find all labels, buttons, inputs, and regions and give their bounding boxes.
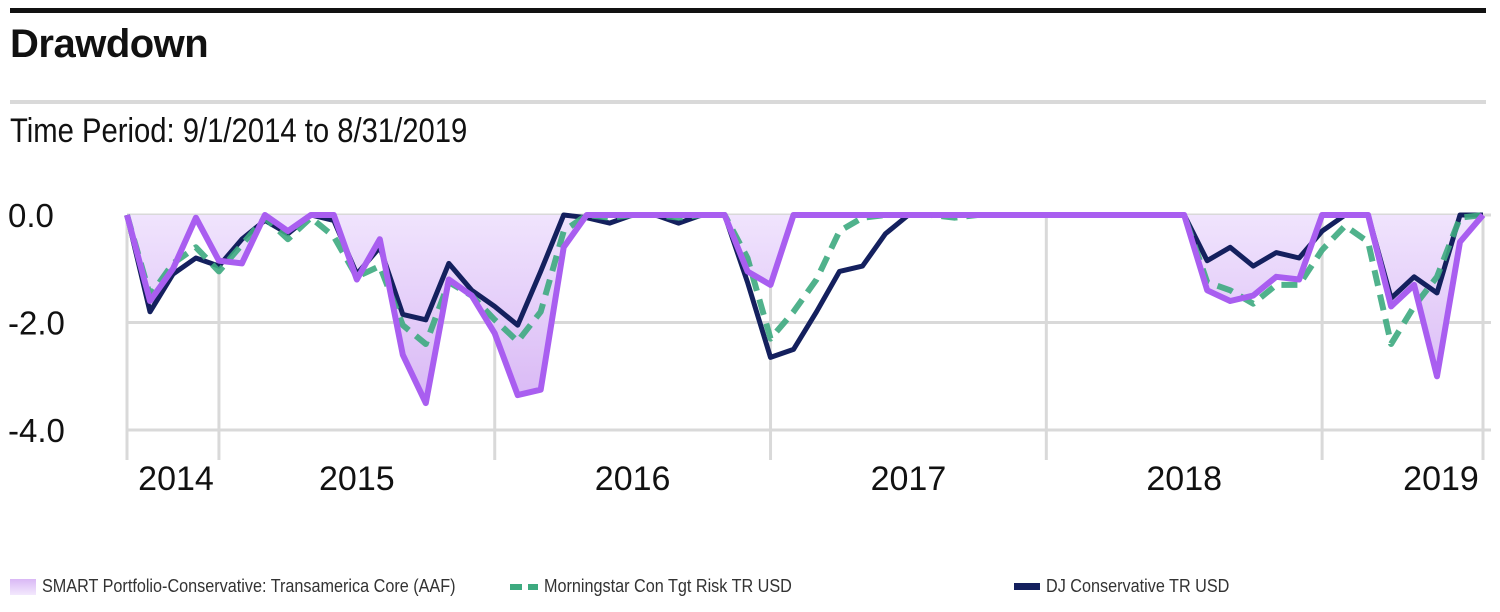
x-tick-label: 2014 [138, 460, 214, 498]
x-tick-label: 2015 [319, 460, 395, 498]
top-rule [10, 8, 1486, 13]
x-tick-label: 2019 [1403, 460, 1479, 498]
legend-swatch-dj [1014, 583, 1040, 590]
x-tick-label: 2018 [1146, 460, 1222, 498]
x-tick-label: 2016 [595, 460, 671, 498]
legend-label-dj: DJ Conservative TR USD [1046, 576, 1230, 596]
legend-label-fund: SMART Portfolio-Conservative: Transameri… [42, 576, 456, 596]
legend-swatch-fund [10, 578, 36, 595]
header-divider [10, 100, 1486, 104]
axis-layer: 0.0 -2.0 -4.0 2014 2015 2016 2017 2018 2019 [8, 197, 1479, 498]
fund-area [127, 215, 1483, 404]
page-title: Drawdown [10, 22, 209, 66]
series-layer [124, 212, 1486, 407]
drawdown-chart: 0.0 -2.0 -4.0 2014 2015 2016 2017 2018 2019 [8, 197, 1491, 498]
legend-swatch-benchmark [510, 583, 538, 590]
time-period-subtitle: Time Period: 9/1/2014 to 8/31/2019 [10, 112, 468, 150]
x-tick-label: 2017 [871, 460, 947, 498]
legend-label-benchmark: Morningstar Con Tgt Risk TR USD [544, 576, 792, 596]
y-tick-label: 0.0 [8, 197, 54, 234]
legend-item-fund: SMART Portfolio-Conservative: Transameri… [10, 576, 501, 597]
legend-item-benchmark: Morningstar Con Tgt Risk TR USD [510, 576, 819, 597]
y-tick-label: -2.0 [8, 305, 65, 342]
legend-item-dj: DJ Conservative TR USD [1014, 576, 1250, 597]
fund-line [124, 212, 1486, 407]
y-tick-label: -4.0 [8, 412, 65, 449]
chart-legend: SMART Portfolio-Conservative: Transameri… [0, 572, 1500, 606]
